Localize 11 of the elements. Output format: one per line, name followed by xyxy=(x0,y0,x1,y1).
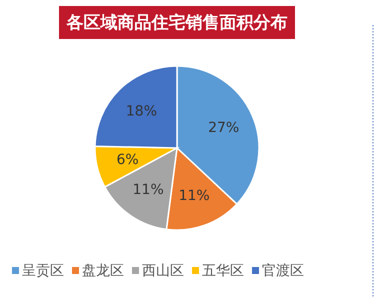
legend-label: 盘龙区 xyxy=(82,263,124,279)
legend-label: 五华区 xyxy=(202,263,244,279)
chart-title: 各区域商品住宅销售面积分布 xyxy=(66,13,288,33)
data-label: 11% xyxy=(178,188,210,204)
data-label: 11% xyxy=(132,182,164,198)
data-label: 27% xyxy=(208,120,240,136)
data-label: 18% xyxy=(126,104,157,120)
data-label: 6% xyxy=(116,152,139,168)
legend-label: 官渡区 xyxy=(262,263,304,279)
legend-label: 呈贡区 xyxy=(22,263,64,279)
legend-label: 西山区 xyxy=(142,263,184,279)
